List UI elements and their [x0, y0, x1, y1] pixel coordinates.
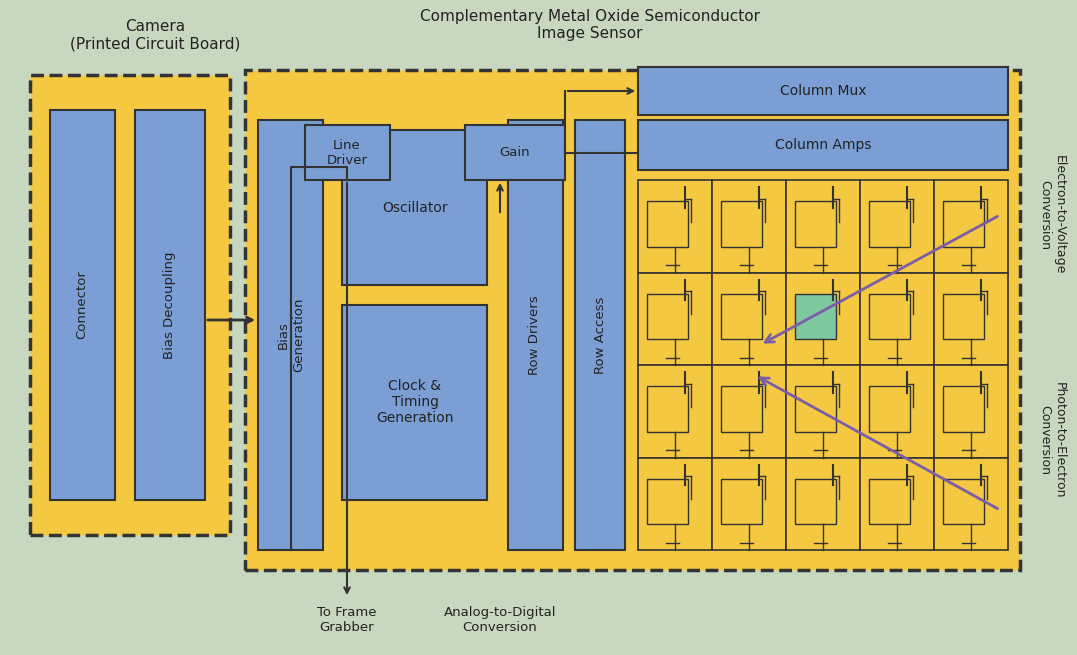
Bar: [861, 365, 934, 457]
Bar: [721, 386, 763, 432]
Bar: [721, 294, 763, 339]
Bar: [712, 365, 786, 457]
Text: Row Access: Row Access: [593, 296, 606, 374]
Bar: [712, 180, 786, 272]
Bar: [721, 479, 763, 524]
Bar: [647, 386, 688, 432]
Text: Bias
Generation: Bias Generation: [277, 298, 305, 372]
Text: Photon-to-Electron
Conversion: Photon-to-Electron Conversion: [1038, 382, 1066, 498]
Bar: [934, 457, 1008, 550]
Text: Camera
(Printed Circuit Board): Camera (Printed Circuit Board): [70, 19, 240, 51]
Bar: [638, 365, 712, 457]
Bar: [869, 386, 910, 432]
Bar: [786, 180, 861, 272]
Bar: [869, 201, 910, 246]
Bar: [638, 67, 1008, 115]
Bar: [934, 365, 1008, 457]
Bar: [244, 70, 1020, 570]
Bar: [861, 457, 934, 550]
Bar: [721, 201, 763, 246]
Bar: [575, 120, 625, 550]
Bar: [942, 479, 984, 524]
Text: Gain: Gain: [500, 147, 530, 160]
Bar: [795, 201, 837, 246]
Bar: [465, 125, 565, 180]
Bar: [786, 457, 861, 550]
Text: Bias Decoupling: Bias Decoupling: [164, 252, 177, 359]
Bar: [50, 110, 115, 500]
Bar: [795, 479, 837, 524]
Bar: [795, 386, 837, 432]
Bar: [30, 75, 230, 535]
Bar: [786, 365, 861, 457]
Text: Connector: Connector: [75, 271, 88, 339]
Text: To Frame
Grabber: To Frame Grabber: [318, 606, 377, 634]
Bar: [712, 272, 786, 365]
Text: Line
Driver: Line Driver: [326, 139, 367, 167]
Bar: [942, 201, 984, 246]
Bar: [795, 294, 837, 339]
Bar: [258, 120, 323, 550]
Text: Oscillator: Oscillator: [382, 201, 448, 215]
Text: Electron-to-Voltage
Conversion: Electron-to-Voltage Conversion: [1038, 155, 1066, 274]
Text: Column Amps: Column Amps: [774, 138, 871, 152]
Bar: [861, 272, 934, 365]
Bar: [647, 201, 688, 246]
Text: Analog-to-Digital
Conversion: Analog-to-Digital Conversion: [444, 606, 556, 634]
Bar: [342, 305, 487, 500]
Bar: [934, 180, 1008, 272]
Text: Row Drivers: Row Drivers: [529, 295, 542, 375]
Bar: [508, 120, 563, 550]
Bar: [869, 294, 910, 339]
Bar: [786, 272, 861, 365]
Bar: [647, 294, 688, 339]
Bar: [638, 120, 1008, 170]
Bar: [305, 125, 390, 180]
Bar: [934, 272, 1008, 365]
Bar: [869, 479, 910, 524]
Bar: [638, 457, 712, 550]
Bar: [942, 294, 984, 339]
Bar: [712, 457, 786, 550]
Bar: [647, 479, 688, 524]
Bar: [942, 386, 984, 432]
Bar: [638, 180, 712, 272]
Bar: [135, 110, 205, 500]
Bar: [861, 180, 934, 272]
Bar: [342, 130, 487, 285]
Text: Complementary Metal Oxide Semiconductor
Image Sensor: Complementary Metal Oxide Semiconductor …: [420, 9, 760, 41]
Text: Clock &
Timing
Generation: Clock & Timing Generation: [376, 379, 453, 425]
Bar: [638, 272, 712, 365]
Text: Column Mux: Column Mux: [780, 84, 866, 98]
